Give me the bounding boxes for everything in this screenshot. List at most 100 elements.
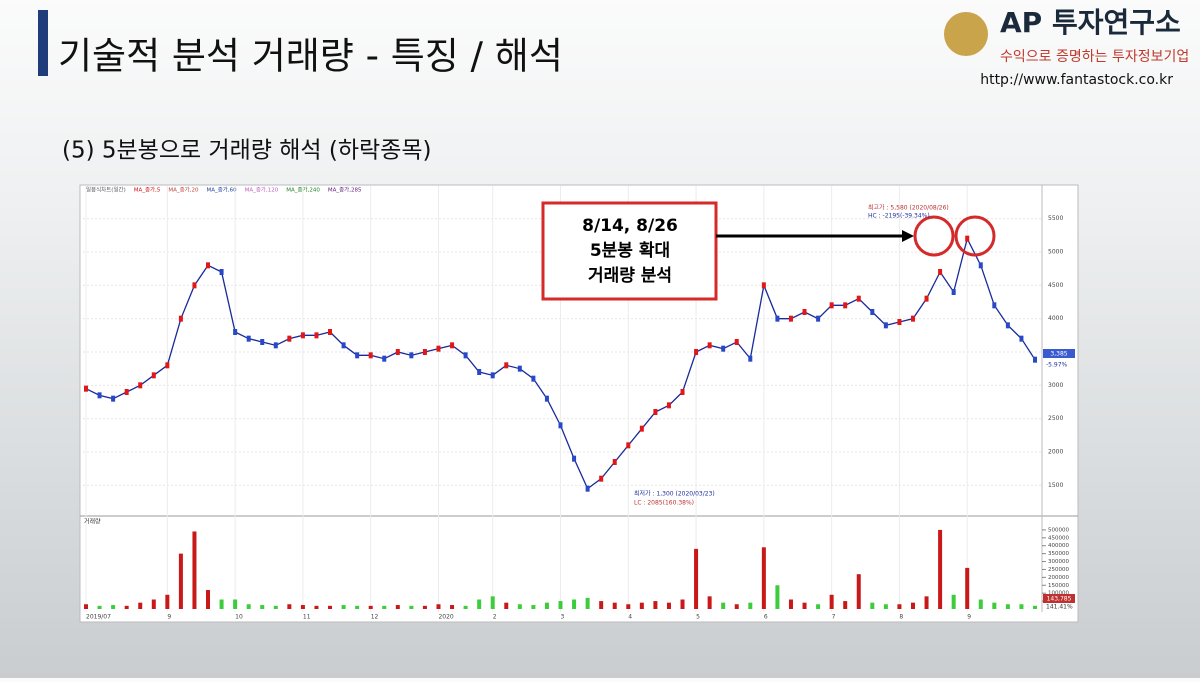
candle bbox=[734, 339, 739, 345]
candle bbox=[111, 395, 116, 402]
candle bbox=[219, 269, 224, 275]
volume-bar bbox=[924, 596, 929, 609]
candle bbox=[612, 459, 617, 465]
volume-bar bbox=[260, 605, 265, 609]
volume-bar bbox=[395, 605, 400, 609]
x-tick-label: 6 bbox=[764, 614, 768, 621]
callout-line: 8/14, 8/26 bbox=[582, 216, 678, 236]
chart: 일봉식차트(일간) MA_종가,5 MA_종가,20 MA_종가,60 MA_종가,12… bbox=[83, 186, 1069, 621]
volume-tick-label: 100000 bbox=[1048, 591, 1069, 597]
candle bbox=[883, 322, 888, 329]
candle bbox=[395, 349, 400, 355]
candle bbox=[355, 352, 360, 359]
candle bbox=[639, 425, 644, 432]
candle bbox=[707, 342, 712, 349]
volume-bar bbox=[287, 604, 292, 609]
x-tick-label: 9 bbox=[167, 614, 171, 621]
volume-bar bbox=[246, 604, 251, 609]
volume-bar bbox=[938, 529, 943, 609]
volume-bar bbox=[477, 599, 482, 609]
x-tick-label: 2020 bbox=[438, 614, 453, 621]
x-tick-label: 10 bbox=[235, 614, 243, 621]
volume-bar bbox=[490, 596, 495, 609]
volume-tick-label: 200000 bbox=[1048, 575, 1069, 581]
candle bbox=[450, 342, 455, 349]
volume-bar bbox=[206, 590, 211, 609]
volume-bar bbox=[951, 594, 956, 609]
candle bbox=[843, 302, 848, 309]
candle bbox=[775, 315, 780, 322]
volume-bar bbox=[585, 597, 590, 609]
candle bbox=[802, 309, 807, 315]
volume-bar bbox=[233, 599, 238, 609]
volume-bar bbox=[1005, 604, 1010, 609]
candle bbox=[694, 349, 699, 355]
volume-bar bbox=[97, 605, 102, 609]
volume-bar bbox=[802, 602, 807, 609]
highlight-circle bbox=[913, 215, 955, 257]
arrow-head bbox=[902, 230, 914, 242]
volume-bar bbox=[1019, 604, 1024, 609]
callout-line: 거래량 분석 bbox=[588, 266, 672, 286]
candle bbox=[422, 349, 427, 355]
volume-change: 141.41% bbox=[1046, 604, 1073, 611]
volume-bar bbox=[653, 601, 658, 609]
x-tick-label: 8 bbox=[899, 614, 903, 621]
candle bbox=[788, 315, 793, 322]
candle bbox=[341, 342, 346, 349]
volume-bar bbox=[368, 605, 373, 609]
url: http://www.fantastock.co.kr bbox=[980, 72, 1173, 88]
volume-bar bbox=[626, 604, 631, 609]
volume-bar bbox=[517, 604, 522, 609]
candle bbox=[273, 342, 278, 349]
volume-bar bbox=[1033, 605, 1037, 609]
annotation: HC : -2195(-39.34%) bbox=[868, 213, 930, 220]
candle bbox=[585, 485, 590, 492]
volume-bar bbox=[680, 599, 685, 609]
volume-bar bbox=[124, 605, 129, 609]
volume-bar bbox=[463, 605, 468, 609]
candle bbox=[761, 282, 766, 289]
volume-bar bbox=[707, 596, 712, 609]
price-tag bbox=[1043, 349, 1075, 358]
volume-bar bbox=[138, 602, 143, 609]
candle bbox=[84, 385, 88, 392]
volume-bar bbox=[965, 567, 970, 609]
candle bbox=[978, 262, 983, 269]
legend-entry: MA_종가,60 bbox=[206, 186, 237, 194]
x-tick-label: 5 bbox=[696, 614, 700, 621]
volume-bar bbox=[897, 604, 902, 609]
volume-bar bbox=[992, 602, 997, 609]
volume-bar bbox=[544, 602, 549, 609]
candle bbox=[151, 372, 156, 379]
candle bbox=[856, 295, 861, 302]
candle bbox=[436, 345, 441, 352]
volume-bar bbox=[761, 547, 766, 609]
subtitle: (5) 5분봉으로 거래량 해석 (하락종목) bbox=[62, 138, 431, 164]
volume-bar bbox=[639, 602, 644, 609]
candle bbox=[599, 475, 604, 482]
candle bbox=[192, 282, 197, 289]
candle bbox=[938, 269, 943, 275]
volume-tag-text: 143,785 bbox=[1047, 596, 1072, 603]
y-tick-label: 4500 bbox=[1048, 282, 1063, 289]
volume-bar bbox=[178, 553, 183, 609]
x-tick-label: 2 bbox=[493, 614, 497, 621]
candle bbox=[965, 235, 970, 242]
volume-bar bbox=[192, 531, 197, 609]
volume-bar bbox=[558, 601, 563, 609]
candle bbox=[287, 335, 292, 342]
annotation: 최저가 : 1,300 (2020/03/23) bbox=[634, 490, 715, 498]
volume-tick-label: 150000 bbox=[1048, 583, 1069, 589]
volume-tick-label: 500000 bbox=[1048, 527, 1069, 533]
volume-bar bbox=[165, 594, 170, 609]
volume-bar bbox=[531, 605, 536, 609]
candle bbox=[233, 329, 238, 335]
candle bbox=[138, 382, 143, 389]
volume-bar bbox=[314, 605, 319, 609]
candle bbox=[1005, 322, 1010, 329]
x-tick-label: 7 bbox=[832, 614, 836, 621]
logo-emblem bbox=[944, 12, 988, 56]
candle bbox=[382, 355, 387, 362]
